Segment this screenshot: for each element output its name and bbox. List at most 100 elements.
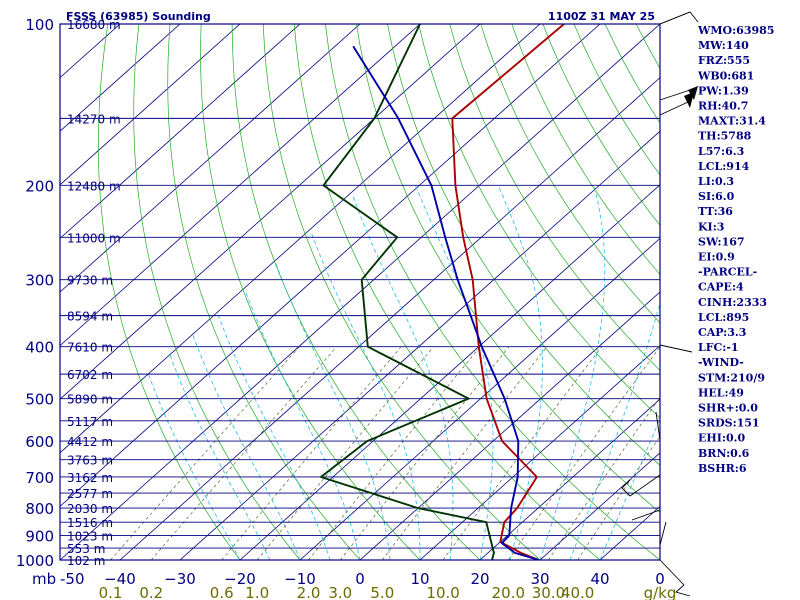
wind-barb [659, 521, 667, 546]
index-value: TH:5788 [698, 130, 752, 143]
isotherm-line [539, 452, 660, 560]
temperature-axis: -50 −40 −30 −20 −10 0 10 20 30 40 0 [60, 570, 665, 588]
dry-adiabat [449, 24, 660, 371]
pressure-tick-label: 300 [25, 272, 54, 290]
dry-adiabat [167, 24, 361, 560]
dry-adiabat [387, 24, 660, 466]
pressure-unit-label: mb [32, 570, 56, 588]
index-value: FRZ:555 [698, 54, 750, 67]
dry-adiabat [356, 24, 660, 513]
height-label: 2577 m [67, 487, 113, 501]
index-value: CAPE:4 [698, 281, 744, 294]
temperature-tick-label: −10 [284, 570, 316, 588]
wind-barb-flag [659, 11, 699, 25]
temperature-tick-label: −40 [104, 570, 136, 588]
isotherm-line [239, 184, 660, 560]
index-value: STM:210/9 [698, 371, 765, 384]
index-value: SHR+:0.0 [698, 402, 758, 415]
isotherm-line [60, 24, 181, 132]
isotherm-line [60, 24, 541, 454]
height-label: 3763 m [67, 454, 113, 468]
index-value: CINH:2333 [698, 296, 767, 309]
mixing-ratio-line [221, 346, 402, 560]
temperature-tick-label: -50 [60, 570, 85, 588]
profile-lines [319, 24, 565, 560]
moist-adiabat [539, 185, 606, 560]
mixing-ratio-label: 0.1 [99, 584, 123, 600]
moist-adiabat [148, 373, 241, 560]
wind-barb [659, 89, 691, 101]
height-label: 8594 m [67, 310, 113, 324]
mixing-ratio-line [308, 346, 481, 560]
moist-adiabat [192, 334, 301, 560]
index-value: MAXT:31.4 [698, 115, 766, 128]
mixing-ratio-label: 0.2 [139, 584, 163, 600]
index-value: CAP:3.3 [698, 326, 746, 339]
temperature-tick-label: −30 [164, 570, 196, 588]
wind-barb [629, 474, 661, 497]
mixing-ratio-line [442, 346, 602, 560]
wind-barb [659, 344, 693, 353]
profile-series [319, 24, 495, 560]
dry-adiabat [325, 24, 660, 560]
index-value: BRN:0.6 [698, 447, 750, 460]
isotherm-line [60, 24, 241, 186]
index-value: TT:36 [698, 205, 733, 218]
mixing-ratio-label: 40.0 [561, 584, 594, 600]
mixing-ratio-label: 1.0 [245, 584, 269, 600]
height-label: 3162 m [67, 471, 113, 485]
moist-adiabat [245, 290, 361, 560]
height-label: 1023 m [67, 529, 113, 543]
mixing-ratio-line [508, 346, 660, 560]
pressure-tick-label: 100 [25, 16, 54, 34]
height-label: 14270 m [67, 112, 121, 126]
dry-adiabat [133, 24, 301, 560]
pressure-tick-label: 200 [25, 177, 54, 195]
dry-adiabat [200, 24, 421, 560]
moist-adiabat [218, 315, 331, 560]
wind-barb-flag [675, 584, 691, 597]
height-label: 5117 m [67, 415, 113, 429]
isotherm-line [479, 398, 660, 560]
height-label: 16680 m [67, 18, 121, 32]
isotherm-line [60, 24, 601, 507]
height-label: 2030 m [67, 502, 113, 516]
mixing-ratio-label: 10.0 [426, 584, 459, 600]
mixing-ratio-label: 3.0 [328, 584, 352, 600]
indices-panel: WMO:63985 MW:140 FRZ:555 WB0:681 PW:1.39 RH:4… [697, 24, 774, 475]
index-value: -PARCEL- [698, 266, 757, 279]
chart-title-time: 1100Z 31 MAY 25 [548, 10, 655, 23]
profile-series [451, 24, 565, 560]
index-value: SI:6.0 [698, 190, 735, 203]
temperature-tick-label: −20 [224, 570, 256, 588]
wind-barb [659, 559, 685, 586]
mixing-ratio-label: 5.0 [370, 584, 394, 600]
index-value: LFC:-1 [698, 341, 739, 354]
chart-title-station: FSSS (63985) Sounding [66, 10, 211, 23]
moist-adiabat [275, 263, 391, 560]
pressure-tick-label: 500 [25, 391, 54, 409]
index-value: -WIND- [698, 356, 744, 369]
index-value: KI:3 [698, 220, 724, 233]
index-value: SRDS:151 [698, 417, 760, 430]
height-label: 4412 m [67, 435, 113, 449]
height-label: 12480 m [67, 179, 121, 193]
index-value: WMO:63985 [697, 24, 774, 37]
moist-adiabat [310, 232, 421, 560]
index-value: BSHR:6 [698, 462, 747, 475]
wind-barb [655, 411, 661, 441]
profile-series [352, 45, 540, 560]
index-value: MW:140 [698, 39, 749, 52]
index-value: LCL:914 [698, 160, 750, 173]
index-value: WB0:681 [697, 69, 754, 82]
isotherm-line [359, 291, 660, 560]
mixing-ratio-line [548, 396, 660, 560]
wind-barb-pennant [684, 92, 694, 108]
height-label: 7610 m [67, 341, 113, 355]
index-value: L57:6.3 [698, 145, 744, 158]
isotherm-line [299, 237, 660, 560]
height-label: 9730 m [67, 274, 113, 288]
height-label: 5890 m [67, 393, 113, 407]
height-label: 102 m [67, 554, 105, 568]
